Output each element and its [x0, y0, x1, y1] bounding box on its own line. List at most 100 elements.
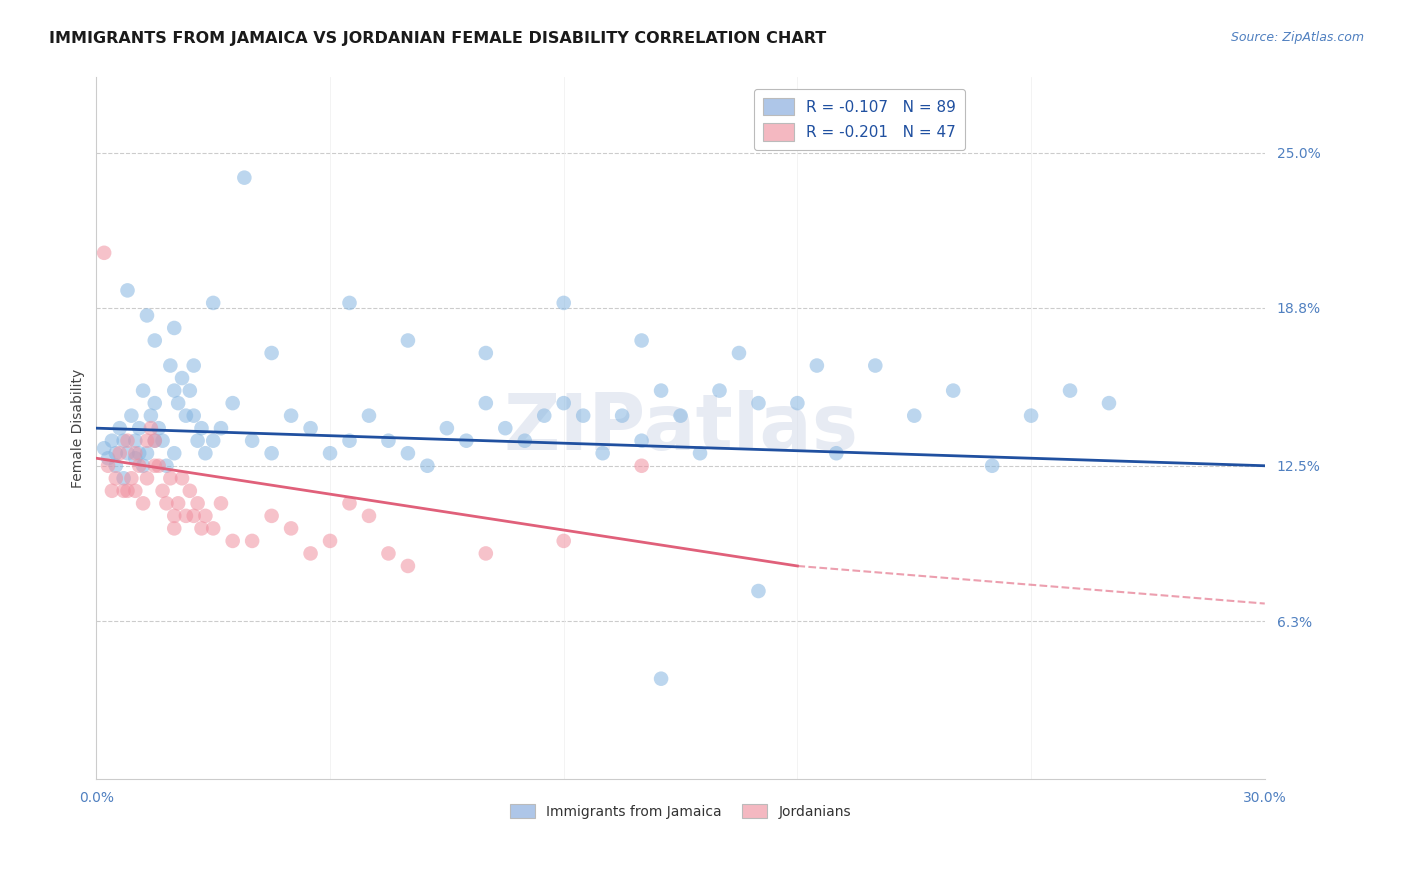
- Point: [357, 409, 380, 423]
- Point: [233, 170, 256, 185]
- Point: [148, 421, 170, 435]
- Point: [456, 434, 478, 448]
- Point: [190, 421, 212, 435]
- Point: [610, 409, 633, 423]
- Text: IMMIGRANTS FROM JAMAICA VS JORDANIAN FEMALE DISABILITY CORRELATION CHART: IMMIGRANTS FROM JAMAICA VS JORDANIAN FEM…: [49, 31, 827, 46]
- Point: [143, 334, 166, 348]
- Point: [93, 441, 115, 455]
- Point: [163, 508, 186, 523]
- Point: [120, 409, 142, 423]
- Point: [319, 533, 342, 548]
- Point: [155, 496, 177, 510]
- Point: [163, 446, 186, 460]
- Point: [553, 296, 575, 310]
- Point: [183, 409, 205, 423]
- Point: [260, 346, 283, 360]
- Point: [747, 584, 769, 599]
- Point: [117, 284, 139, 298]
- Point: [183, 508, 205, 523]
- Point: [280, 521, 302, 535]
- Point: [396, 334, 419, 348]
- Point: [93, 245, 115, 260]
- Point: [572, 409, 595, 423]
- Point: [689, 446, 711, 460]
- Point: [865, 359, 887, 373]
- Point: [1019, 409, 1042, 423]
- Point: [630, 434, 652, 448]
- Point: [155, 458, 177, 473]
- Point: [650, 672, 672, 686]
- Point: [202, 521, 225, 535]
- Point: [194, 508, 217, 523]
- Point: [108, 446, 131, 460]
- Point: [117, 434, 139, 448]
- Point: [179, 483, 201, 498]
- Point: [128, 421, 150, 435]
- Point: [339, 296, 361, 310]
- Point: [747, 396, 769, 410]
- Point: [728, 346, 751, 360]
- Point: [117, 446, 139, 460]
- Point: [163, 321, 186, 335]
- Point: [101, 483, 124, 498]
- Point: [163, 384, 186, 398]
- Point: [190, 521, 212, 535]
- Point: [167, 396, 190, 410]
- Point: [159, 471, 181, 485]
- Point: [650, 384, 672, 398]
- Point: [416, 458, 439, 473]
- Point: [152, 434, 174, 448]
- Point: [124, 434, 146, 448]
- Point: [112, 471, 135, 485]
- Point: [240, 434, 263, 448]
- Point: [163, 521, 186, 535]
- Point: [202, 434, 225, 448]
- Point: [108, 421, 131, 435]
- Point: [183, 359, 205, 373]
- Point: [128, 446, 150, 460]
- Point: [396, 446, 419, 460]
- Point: [136, 471, 159, 485]
- Point: [553, 396, 575, 410]
- Point: [786, 396, 808, 410]
- Point: [167, 496, 190, 510]
- Point: [553, 533, 575, 548]
- Point: [903, 409, 925, 423]
- Point: [104, 458, 127, 473]
- Y-axis label: Female Disability: Female Disability: [72, 368, 86, 488]
- Point: [170, 471, 193, 485]
- Point: [221, 396, 243, 410]
- Point: [513, 434, 536, 448]
- Point: [170, 371, 193, 385]
- Point: [339, 434, 361, 448]
- Point: [148, 458, 170, 473]
- Point: [159, 359, 181, 373]
- Point: [1059, 384, 1081, 398]
- Point: [143, 458, 166, 473]
- Point: [475, 396, 498, 410]
- Point: [825, 446, 848, 460]
- Point: [136, 309, 159, 323]
- Point: [396, 558, 419, 573]
- Point: [104, 446, 127, 460]
- Point: [187, 434, 209, 448]
- Point: [139, 421, 162, 435]
- Point: [120, 471, 142, 485]
- Point: [112, 434, 135, 448]
- Point: [143, 434, 166, 448]
- Point: [152, 483, 174, 498]
- Point: [299, 546, 322, 560]
- Point: [97, 458, 120, 473]
- Point: [117, 483, 139, 498]
- Point: [533, 409, 555, 423]
- Point: [630, 334, 652, 348]
- Point: [1098, 396, 1121, 410]
- Point: [132, 496, 155, 510]
- Point: [377, 434, 399, 448]
- Point: [202, 296, 225, 310]
- Point: [174, 409, 197, 423]
- Point: [174, 508, 197, 523]
- Point: [357, 508, 380, 523]
- Point: [136, 446, 159, 460]
- Point: [187, 496, 209, 510]
